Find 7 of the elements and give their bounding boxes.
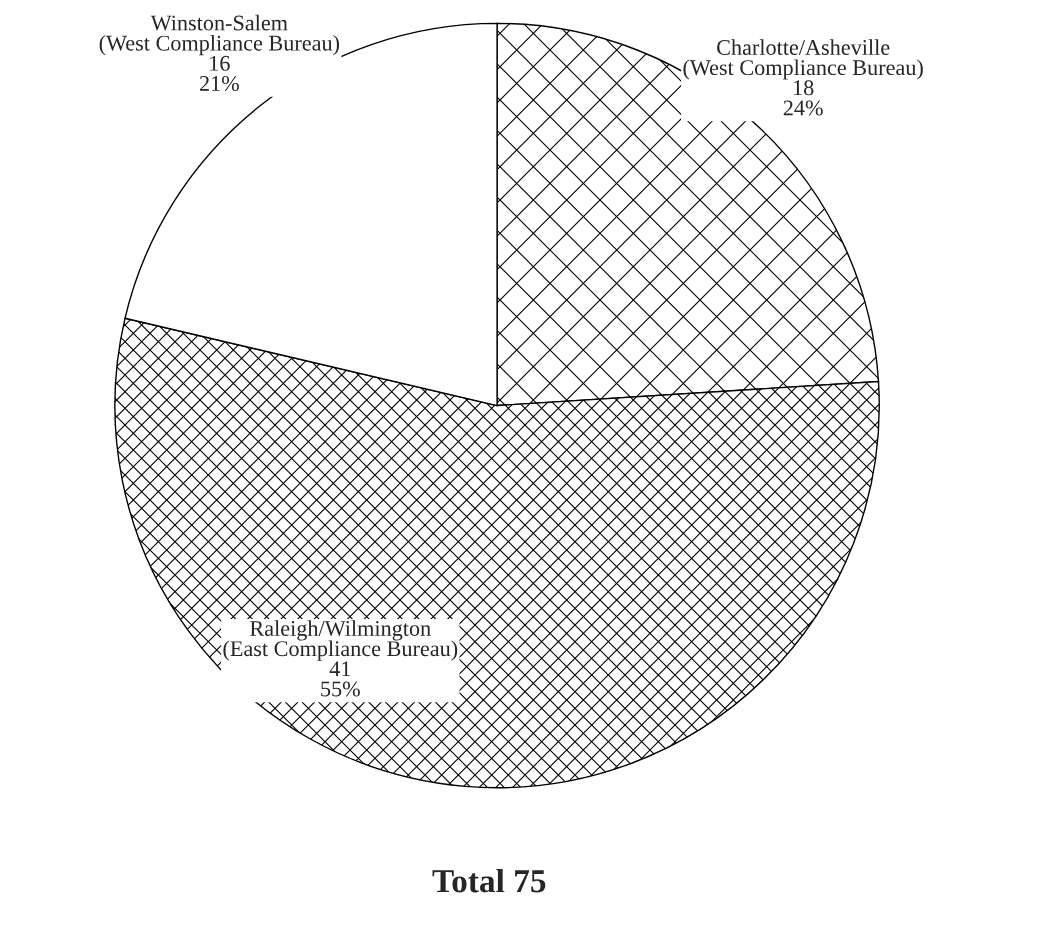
slice-label: Charlotte/Asheville (West Compliance Bureau) bbox=[683, 39, 923, 80]
slice-label: Raleigh/Wilmington (East Compliance Bureau) bbox=[223, 620, 458, 661]
data-label: 41 55% bbox=[321, 661, 360, 697]
data-label: 18 24% bbox=[783, 80, 823, 116]
slice-label: Winston-Salem (West Compliance Bureau) bbox=[99, 14, 340, 56]
data-label: 16 21% bbox=[199, 55, 239, 92]
text: Total 75 bbox=[432, 868, 546, 893]
